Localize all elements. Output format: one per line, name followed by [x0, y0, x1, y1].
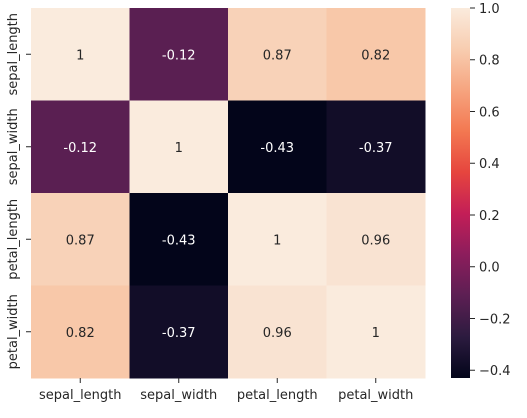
colorbar-tick-label: 0.4 — [479, 157, 500, 172]
cell-annotation: 0.87 — [263, 48, 292, 63]
cell-annotation: -0.43 — [162, 233, 196, 248]
cell-annotation: -0.37 — [162, 326, 196, 341]
colorbar-tick-label: 0.8 — [479, 54, 500, 69]
heatmap-cell-petal_width-petal_width — [326, 285, 426, 379]
cell-annotation: 1 — [372, 326, 380, 341]
cell-annotation: -0.43 — [260, 141, 294, 156]
colorbar-tick-label: 0.6 — [479, 105, 500, 120]
cell-annotation: 0.96 — [263, 326, 292, 341]
heatmap-cell-petal_width-petal_length — [228, 285, 327, 379]
colorbar-tick-label: 1.0 — [479, 2, 500, 17]
colorbar: 1.0 0.8 0.6 0.4 0.2 0.0 −0.2 −0.4 — [451, 2, 511, 379]
heatmap-cell-petal_width-sepal_length — [31, 285, 130, 379]
heatmap-cell-petal_length-sepal_length — [31, 193, 130, 286]
y-tick-label: petal_width — [6, 294, 21, 369]
heatmap-cells — [31, 8, 426, 379]
cell-annotation: 0.87 — [66, 233, 95, 248]
x-tick-label: petal_width — [338, 388, 413, 403]
cell-annotation: -0.12 — [63, 141, 97, 156]
heatmap-cell-sepal_length-petal_width — [326, 8, 426, 101]
y-tick-label: sepal_length — [6, 13, 21, 96]
heatmap-cell-sepal_width-sepal_length — [31, 100, 130, 194]
heatmap-cell-petal_length-sepal_width — [129, 193, 229, 286]
cell-annotation: 0.82 — [361, 48, 390, 63]
colorbar-bar — [451, 8, 470, 378]
heatmap-cell-sepal_length-sepal_length — [31, 8, 130, 101]
colorbar-tick-label: 0.0 — [479, 261, 500, 276]
heatmap-cell-petal_length-petal_width — [326, 193, 426, 286]
y-tick-label: sepal_width — [6, 108, 21, 185]
colorbar-tick-label: 0.2 — [479, 209, 500, 224]
heatmap-cell-petal_width-sepal_width — [129, 285, 229, 379]
heatmap-cell-sepal_width-petal_length — [228, 100, 327, 194]
heatmap-annotations: 1 -0.12 0.87 0.82 -0.12 1 -0.43 -0.37 0.87 -0.43 1… — [63, 48, 392, 341]
heatmap-cell-petal_length-petal_length — [228, 193, 327, 286]
heatmap-cell-sepal_length-petal_length — [228, 8, 327, 101]
heatmap-cell-sepal_width-sepal_width — [129, 100, 229, 194]
colorbar-tick-label: −0.4 — [479, 364, 511, 379]
x-tick-label: sepal_width — [140, 388, 217, 403]
y-tick-label: petal_length — [6, 199, 21, 280]
colorbar-tick-label: −0.2 — [479, 312, 511, 327]
cell-annotation: -0.12 — [162, 48, 196, 63]
x-tick-label: petal_length — [237, 388, 318, 403]
x-axis: sepal_length sepal_width petal_length petal… — [39, 378, 413, 403]
cell-annotation: 1 — [175, 141, 183, 156]
heatmap-cell-sepal_width-petal_width — [326, 100, 426, 194]
y-axis: sepal_length sepal_width petal_lengthpetal… — [6, 13, 31, 369]
cell-annotation: -0.37 — [359, 141, 393, 156]
cell-annotation: 1 — [76, 48, 84, 63]
cell-annotation: 0.82 — [66, 326, 95, 341]
heatmap-cell-sepal_length-sepal_width — [129, 8, 229, 101]
cell-annotation: 1 — [273, 233, 281, 248]
cell-annotation: 0.96 — [361, 233, 390, 248]
x-tick-label: sepal_length — [39, 388, 122, 403]
